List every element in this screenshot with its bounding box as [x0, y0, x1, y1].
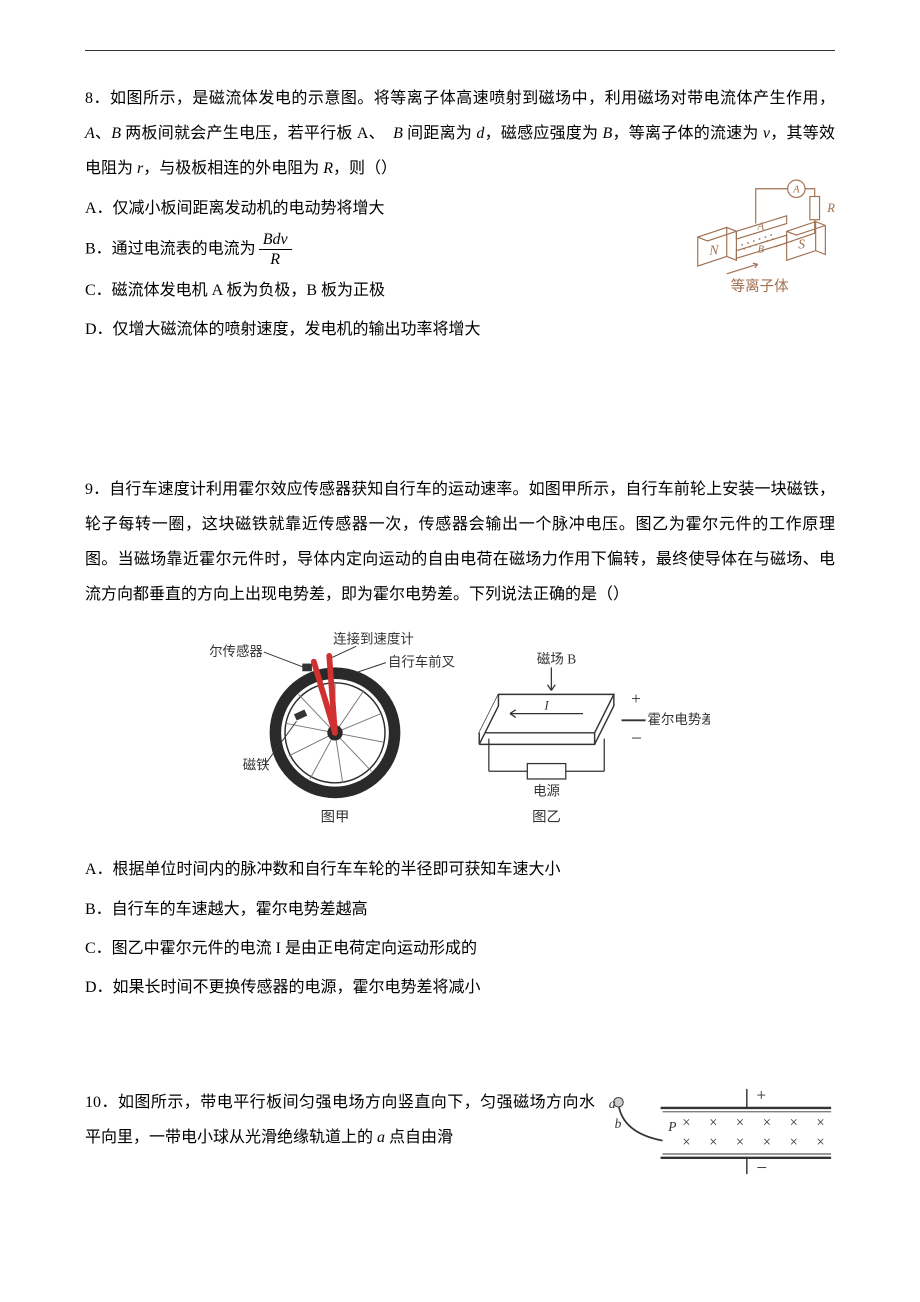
svg-text:−: − — [631, 729, 642, 750]
svg-text:P: P — [667, 1119, 676, 1134]
svg-text:×: × — [682, 1115, 690, 1131]
svg-text:×: × — [817, 1115, 825, 1131]
svg-text:+: + — [756, 1086, 766, 1105]
question-8: 8．如图所示，是磁流体发电的示意图。将等离子体高速喷射到磁场中，利用磁场对带电流… — [85, 81, 835, 352]
q9-stem-text: 自行车速度计利用霍尔效应传感器获知自行车的运动速率。如图甲所示，自行车前轮上安装… — [85, 481, 835, 604]
svg-text:×: × — [763, 1134, 771, 1150]
svg-text:a: a — [609, 1096, 616, 1111]
svg-text:电源: 电源 — [533, 784, 560, 799]
svg-text:×: × — [763, 1115, 771, 1131]
q9-option-b: B．自行车的车速越大，霍尔电势差越高 — [85, 892, 835, 927]
q9-number: 9． — [85, 481, 109, 498]
svg-text:I: I — [543, 699, 549, 713]
svg-text:×: × — [709, 1134, 717, 1150]
svg-text:B: B — [758, 244, 765, 255]
header-divider — [85, 50, 835, 51]
svg-text:b: b — [615, 1116, 622, 1131]
svg-text:磁铁: 磁铁 — [243, 758, 270, 773]
q8-frac-num: Bdv — [259, 230, 292, 250]
svg-text:N: N — [708, 242, 719, 257]
q8-var-B: B — [111, 125, 121, 142]
svg-text:×: × — [736, 1134, 744, 1150]
q8-option-d: D．仅增大磁流体的喷射速度，发电机的输出功率将增大 — [85, 312, 835, 347]
q8-var-Bmag: B — [603, 125, 613, 142]
svg-text:×: × — [817, 1134, 825, 1150]
svg-text:×: × — [790, 1134, 798, 1150]
q8-stem-p1: 如图所示，是磁流体发电的示意图。将等离子体高速喷射到磁场中，利用磁场对带电流体产… — [110, 90, 835, 107]
q8-optB-pre: B．通过电流表的电流为 — [85, 240, 256, 257]
svg-text:等离子体: 等离子体 — [731, 277, 789, 295]
q8-stem-p5: ，等离子体的流速为 — [612, 125, 763, 142]
q8-stem-p8: ，则（） — [333, 160, 397, 177]
q10-figure: + − × × × × × × × × × × × × a b P — [605, 1085, 835, 1189]
q8-stem: 8．如图所示，是磁流体发电的示意图。将等离子体高速喷射到磁场中，利用磁场对带电流… — [85, 81, 835, 187]
q8-number: 8． — [85, 90, 110, 107]
q10-stem-p2: 点自由滑 — [385, 1129, 453, 1146]
svg-text:×: × — [709, 1115, 717, 1131]
svg-text:A: A — [757, 221, 765, 232]
q8-var-B2: B — [393, 125, 403, 142]
svg-text:×: × — [682, 1134, 690, 1150]
q10-stem-p1: 如图所示，带电平行板间匀强电场方向竖直向下，匀强磁场方向水平向里，一带电小球从光… — [85, 1094, 595, 1146]
svg-text:S: S — [798, 236, 805, 251]
question-9: 9．自行车速度计利用霍尔效应传感器获知自行车的运动速率。如图甲所示，自行车前轮上… — [85, 472, 835, 1006]
q8-stem-p4: ，磁感应强度为 — [484, 125, 602, 142]
svg-text:自行车前叉: 自行车前叉 — [388, 654, 455, 670]
q8-figure: A R N S A — [690, 177, 835, 316]
svg-text:连接到速度计: 连接到速度计 — [333, 631, 414, 647]
q8-frac-den: R — [259, 250, 292, 269]
q8-stem-p3: 间距离为 — [407, 125, 476, 142]
svg-text:霍尔电势差: 霍尔电势差 — [648, 712, 711, 727]
q8-diagram-svg: A R N S A — [690, 177, 835, 303]
svg-text:图甲: 图甲 — [321, 810, 350, 826]
svg-text:×: × — [736, 1115, 744, 1131]
svg-text:+: + — [631, 689, 641, 708]
q9-diagram-svg: 霍尔传感器 连接到速度计 自行车前叉 — [210, 627, 710, 829]
q8-var-v: v — [763, 125, 770, 142]
q9-figure: 霍尔传感器 连接到速度计 自行车前叉 — [85, 627, 835, 842]
q9-stem: 9．自行车速度计利用霍尔效应传感器获知自行车的运动速率。如图甲所示，自行车前轮上… — [85, 472, 835, 613]
q9-option-c: C．图乙中霍尔元件的电流 I 是由正电荷定向运动形成的 — [85, 931, 835, 966]
svg-text:磁场 B: 磁场 B — [537, 652, 576, 667]
svg-text:霍尔传感器: 霍尔传感器 — [210, 643, 263, 659]
svg-text:图乙: 图乙 — [532, 810, 561, 826]
q8-stem-p2: 两板间就会产生电压，若平行板 A、 — [125, 125, 393, 142]
svg-text:×: × — [790, 1115, 798, 1131]
svg-text:A: A — [792, 184, 800, 195]
question-10: + − × × × × × × × × × × × × a b P 10．如图所示，带电平行板间匀强电… — [85, 1085, 835, 1189]
q8-stem-p7: ，与极板相连的外电阻为 — [143, 160, 323, 177]
svg-text:−: − — [756, 1158, 767, 1176]
q9-option-a: A．根据单位时间内的脉冲数和自行车车轮的半径即可获知车速大小 — [85, 852, 835, 887]
q8-fraction: BdvR — [259, 230, 292, 269]
q8-var-R: R — [323, 160, 333, 177]
q9-option-d: D．如果长时间不更换传感器的电源，霍尔电势差将减小 — [85, 970, 835, 1005]
svg-text:R: R — [826, 201, 835, 215]
q10-var-a: a — [377, 1129, 385, 1146]
q10-diagram-svg: + − × × × × × × × × × × × × a b P — [605, 1085, 835, 1176]
q10-number: 10． — [85, 1094, 118, 1111]
q8-var-A: A — [85, 125, 95, 142]
